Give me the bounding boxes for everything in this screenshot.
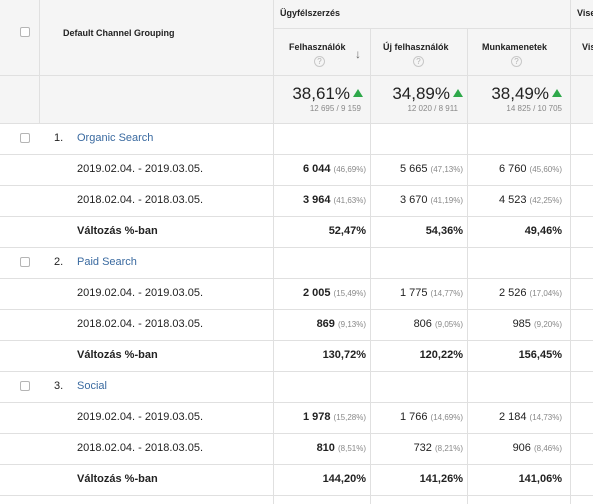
- help-icon-sessions[interactable]: ?: [511, 56, 522, 67]
- sort-down-arrow-icon[interactable]: ↓: [355, 47, 361, 61]
- group-header-acquisition: Ügyfélszerzés: [280, 8, 341, 18]
- change-new-users: 120,22%: [419, 349, 463, 361]
- change-label: Változás %-ban: [77, 349, 158, 361]
- change-label: Változás %-ban: [77, 225, 158, 237]
- change-label: Változás %-ban: [77, 473, 158, 485]
- row-index: 3.: [54, 380, 64, 392]
- grid-line: [0, 247, 593, 248]
- dimension-header[interactable]: Default Channel Grouping: [63, 28, 175, 38]
- cell-new-users: 806 (9,05%): [413, 318, 463, 330]
- total-sessions-pct: 38,49%: [491, 84, 549, 103]
- grid-line: [0, 464, 593, 465]
- cell-users: 6 044 (46,69%): [302, 163, 366, 175]
- grid-line: [0, 309, 593, 310]
- period-label: 2018.02.04. - 2018.03.05.: [77, 194, 203, 206]
- up-arrow-icon: [552, 88, 562, 97]
- grid-line: [0, 495, 593, 496]
- help-icon-users[interactable]: ?: [314, 56, 325, 67]
- cell-sessions: 2 526 (17,04%): [498, 287, 562, 299]
- grid-line: [0, 402, 593, 403]
- row-index: 2.: [54, 256, 64, 268]
- grid-line: [39, 0, 40, 124]
- up-arrow-icon: [453, 88, 463, 97]
- channel-link-organic-search[interactable]: Organic Search: [77, 132, 154, 144]
- grid-line: [0, 340, 593, 341]
- total-new-users-sub: 12 020 / 8 911: [407, 104, 458, 113]
- cell-new-users: 3 670 (41,19%): [399, 194, 463, 206]
- change-users: 52,47%: [328, 225, 366, 237]
- col-header-sessions[interactable]: Munkamenetek: [482, 42, 548, 52]
- channel-link-paid-search[interactable]: Paid Search: [77, 256, 137, 268]
- grid-line: [0, 371, 593, 372]
- grid-line: [570, 0, 571, 504]
- change-sessions: 141,06%: [518, 473, 562, 485]
- grid-line: [0, 216, 593, 217]
- cell-users: 3 964 (41,63%): [302, 194, 366, 206]
- cell-users: 2 005 (15,49%): [302, 287, 366, 299]
- up-arrow-icon: [353, 88, 363, 97]
- period-label: 2019.02.04. - 2019.03.05.: [77, 163, 203, 175]
- cell-sessions: 6 760 (45,60%): [498, 163, 562, 175]
- change-users: 130,72%: [322, 349, 366, 361]
- row-index: 1.: [54, 132, 64, 144]
- row-checkbox[interactable]: [20, 257, 30, 267]
- change-sessions: 156,45%: [518, 349, 562, 361]
- total-sessions: 38,49%: [468, 84, 562, 104]
- grid-line: [0, 75, 593, 76]
- select-all-checkbox[interactable]: [20, 27, 30, 37]
- cell-sessions: 985 (9,20%): [512, 318, 562, 330]
- total-users: 38,61%: [275, 84, 363, 104]
- change-sessions: 49,46%: [524, 225, 562, 237]
- grid-line: [273, 0, 274, 504]
- channel-link-social[interactable]: Social: [77, 380, 107, 392]
- total-new-users: 34,89%: [372, 84, 463, 104]
- grid-line: [273, 28, 593, 29]
- cell-users: 810 (8,51%): [316, 442, 366, 454]
- total-users-sub: 12 695 / 9 159: [309, 104, 361, 113]
- grid-line: [467, 28, 468, 504]
- table-header-background: [0, 0, 593, 124]
- cell-new-users: 1 775 (14,77%): [399, 287, 463, 299]
- cell-new-users: 1 766 (14,69%): [399, 411, 463, 423]
- col-header-users[interactable]: Felhasználók: [289, 42, 346, 52]
- total-users-pct: 38,61%: [292, 84, 350, 103]
- grid-line: [0, 278, 593, 279]
- cell-new-users: 5 665 (47,13%): [399, 163, 463, 175]
- cell-users: 1 978 (15,28%): [302, 411, 366, 423]
- col-header-truncated[interactable]: Vis: [582, 42, 593, 52]
- change-new-users: 54,36%: [425, 225, 463, 237]
- period-label: 2018.02.04. - 2018.03.05.: [77, 318, 203, 330]
- total-new-users-pct: 34,89%: [392, 84, 450, 103]
- period-label: 2019.02.04. - 2019.03.05.: [77, 287, 203, 299]
- help-icon-new-users[interactable]: ?: [413, 56, 424, 67]
- total-sessions-sub: 14 825 / 10 705: [506, 104, 562, 113]
- grid-line: [0, 123, 593, 124]
- period-label: 2019.02.04. - 2019.03.05.: [77, 411, 203, 423]
- row-checkbox[interactable]: [20, 381, 30, 391]
- cell-sessions: 906 (8,46%): [512, 442, 562, 454]
- grid-line: [370, 28, 371, 504]
- group-header-behavior: Vise: [577, 8, 593, 18]
- cell-new-users: 732 (8,21%): [413, 442, 463, 454]
- change-users: 144,20%: [322, 473, 366, 485]
- col-header-new-users[interactable]: Új felhasználók: [383, 42, 449, 52]
- cell-sessions: 4 523 (42,25%): [498, 194, 562, 206]
- grid-line: [0, 185, 593, 186]
- grid-line: [0, 154, 593, 155]
- period-label: 2018.02.04. - 2018.03.05.: [77, 442, 203, 454]
- change-new-users: 141,26%: [419, 473, 463, 485]
- row-checkbox[interactable]: [20, 133, 30, 143]
- cell-sessions: 2 184 (14,73%): [498, 411, 562, 423]
- cell-users: 869 (9,13%): [316, 318, 366, 330]
- grid-line: [0, 433, 593, 434]
